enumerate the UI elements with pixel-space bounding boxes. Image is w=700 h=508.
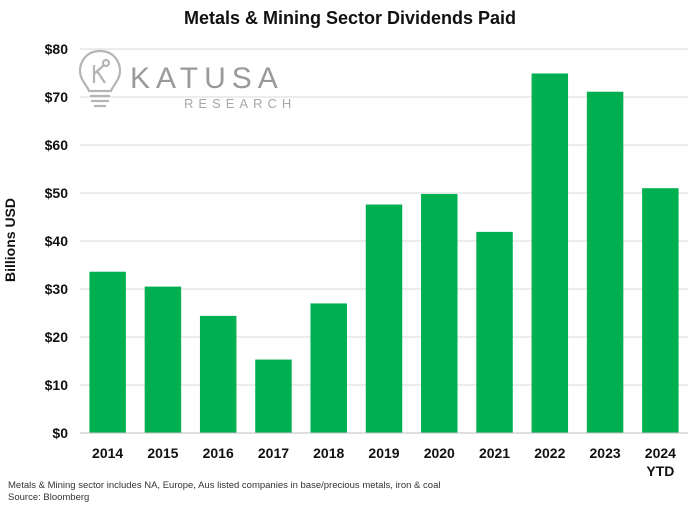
bar-2021 bbox=[476, 231, 513, 433]
x-tick-label: 2024 bbox=[645, 445, 676, 461]
y-tick-label: $10 bbox=[45, 377, 69, 393]
x-tick-label: 2019 bbox=[368, 445, 399, 461]
tick-labels: $0 $10 $20 $30 $40 $50 $60 $70 $80 2014 2015 2016 20… bbox=[45, 41, 677, 479]
y-tick-label: $50 bbox=[45, 185, 69, 201]
x-tick-label: 2017 bbox=[258, 445, 289, 461]
lightbulb-logo-icon bbox=[78, 49, 122, 108]
bars bbox=[89, 73, 679, 433]
y-tick-label: $20 bbox=[45, 329, 69, 345]
y-tick-label: $70 bbox=[45, 89, 69, 105]
x-tick-label: 2021 bbox=[479, 445, 510, 461]
bar-2015 bbox=[144, 286, 182, 433]
y-tick-label: $0 bbox=[52, 425, 68, 441]
logo: KATUSA RESEARCH bbox=[130, 62, 296, 112]
footnote-note: Metals & Mining sector includes NA, Euro… bbox=[8, 480, 441, 491]
logo-main-text: KATUSA bbox=[130, 62, 284, 95]
y-tick-label: $60 bbox=[45, 137, 69, 153]
bar-2020 bbox=[421, 193, 458, 433]
x-tick-sublabel: YTD bbox=[646, 463, 674, 479]
x-tick-label: 2023 bbox=[590, 445, 621, 461]
bar-2022 bbox=[531, 73, 569, 433]
x-tick-label: 2018 bbox=[313, 445, 344, 461]
bar-2016 bbox=[199, 315, 237, 433]
bar-2024 bbox=[642, 188, 679, 433]
footnote-source: Source: Bloomberg bbox=[8, 492, 90, 503]
x-tick-label: 2016 bbox=[203, 445, 234, 461]
x-tick-label: 2022 bbox=[534, 445, 565, 461]
x-tick-label: 2014 bbox=[92, 445, 123, 461]
y-tick-label: $40 bbox=[45, 233, 69, 249]
bar-2023 bbox=[586, 91, 624, 433]
chart-title: Metals & Mining Sector Dividends Paid bbox=[183, 8, 517, 28]
y-tick-label: $30 bbox=[45, 281, 69, 297]
bar-2017 bbox=[255, 359, 292, 433]
x-tick-label: 2020 bbox=[424, 445, 455, 461]
bar-2018 bbox=[310, 303, 347, 433]
y-tick-label: $80 bbox=[45, 41, 69, 57]
bar-2019 bbox=[365, 204, 403, 433]
x-tick-label: 2015 bbox=[147, 445, 178, 461]
logo-sub-text: RESEARCH bbox=[184, 96, 297, 111]
bar-2014 bbox=[89, 271, 126, 433]
